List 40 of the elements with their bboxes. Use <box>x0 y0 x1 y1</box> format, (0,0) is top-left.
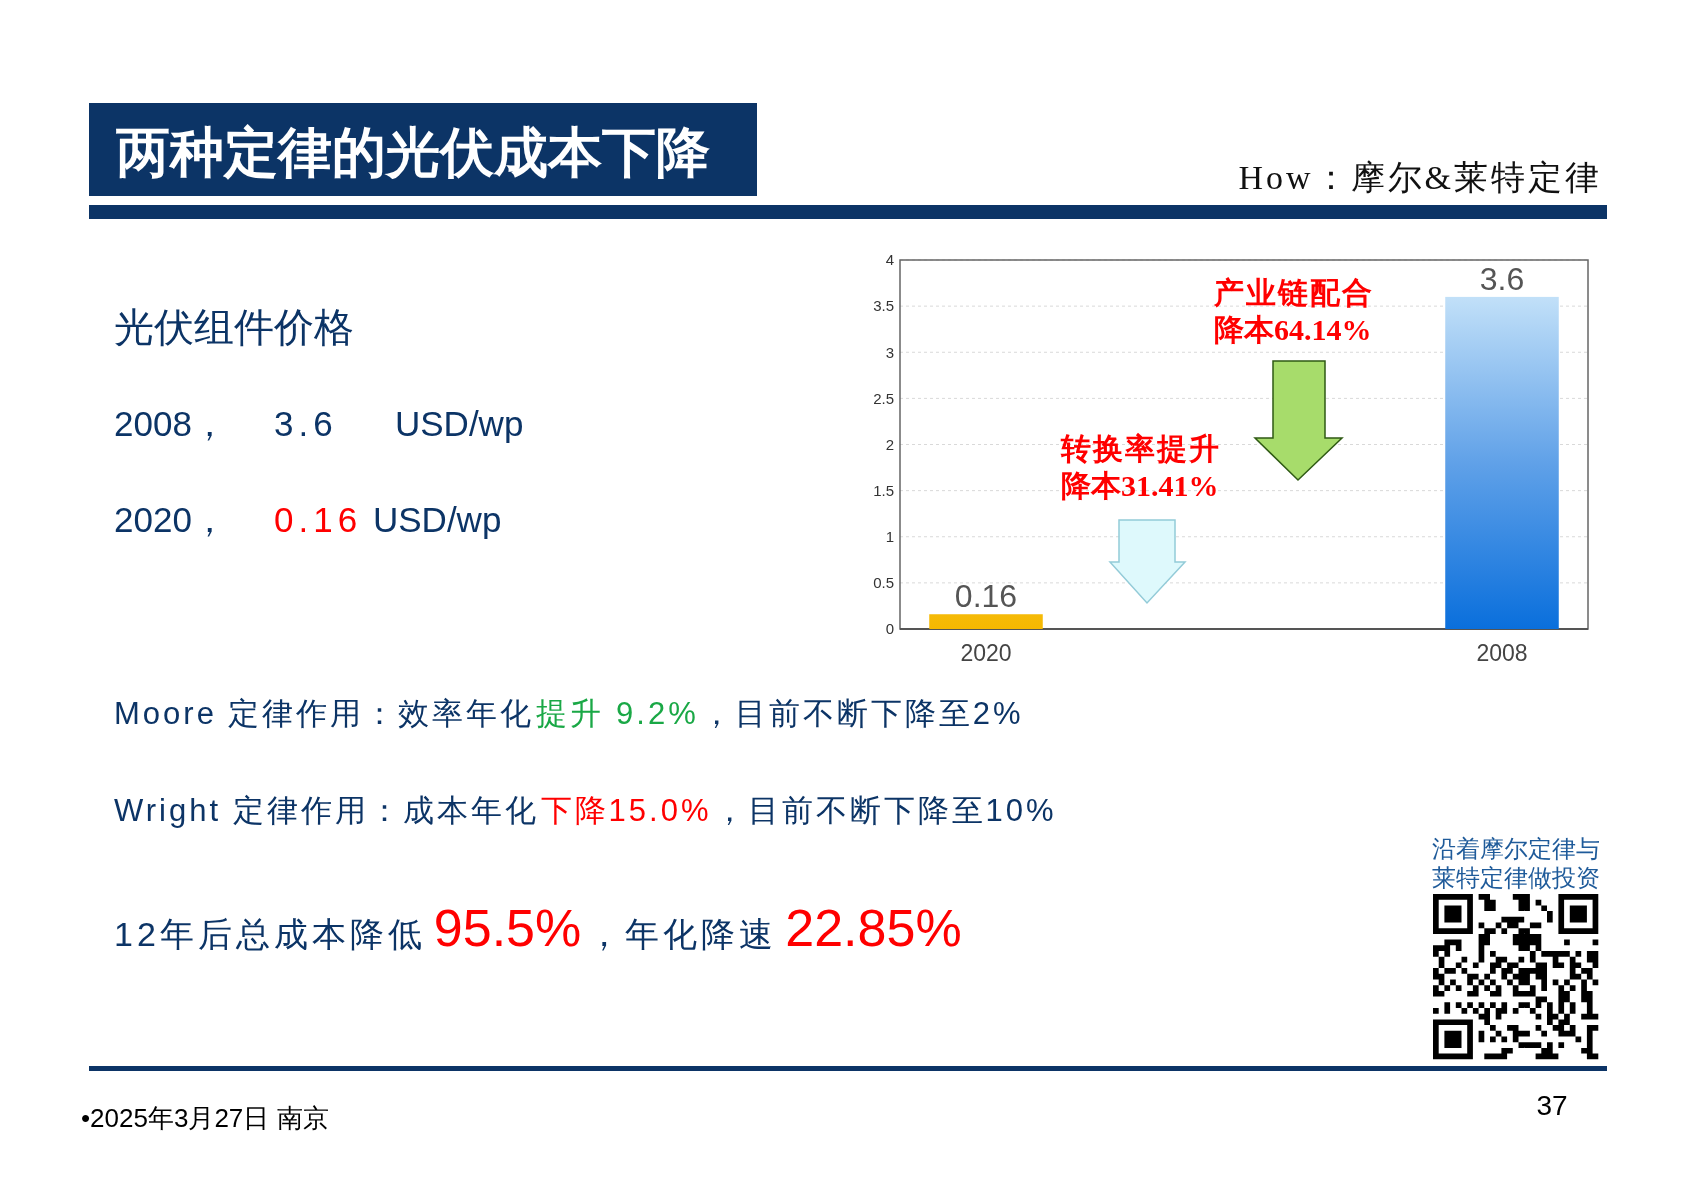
y-tick-label: 0.5 <box>873 574 894 592</box>
text: 3.6 <box>274 404 338 443</box>
text: ，年化降速 <box>587 915 778 953</box>
annotation: 降本64.14% <box>1214 313 1372 346</box>
text: 0.16 <box>274 500 363 539</box>
annotation: 转换率提升 <box>1060 432 1221 465</box>
text: 12年后总成本降低 <box>114 915 426 953</box>
text: ，目前不断下降至10% <box>713 793 1057 828</box>
y-tick-label: 2.5 <box>873 389 894 407</box>
text: 莱特定律做投资 <box>1432 864 1600 891</box>
text: 37 <box>1536 1090 1568 1121</box>
y-tick-label: 1 <box>885 528 894 545</box>
x-tick-label: 2020 <box>960 640 1012 666</box>
data-label: 0.16 <box>954 578 1018 615</box>
data-label: 3.6 <box>1479 260 1525 297</box>
text: Wright 定律作用：成本年化 <box>114 793 539 828</box>
text: 2008， <box>114 404 227 443</box>
y-tick-label: 0 <box>885 620 894 638</box>
y-tick-label: 1.5 <box>873 481 894 499</box>
text: 95.5% <box>433 899 582 957</box>
text: ，目前不断下降至2% <box>700 696 1024 731</box>
y-tick-label: 3.5 <box>873 297 894 315</box>
text: USD/wp <box>395 404 524 443</box>
x-tick-label: 2008 <box>1476 640 1528 666</box>
text: Moore 定律作用：效率年化 <box>114 696 535 731</box>
text: 光伏组件价格 <box>114 305 354 349</box>
text: 沿着摩尔定律与 <box>1432 835 1600 862</box>
text: 提升 9.2% <box>536 696 699 731</box>
text: 22.85% <box>785 899 962 957</box>
y-tick-label: 2 <box>885 435 894 453</box>
y-tick-label: 4 <box>885 251 894 269</box>
annotation: 降本31.41% <box>1061 469 1219 502</box>
text: 两种定律的光伏成本下降 <box>115 122 710 182</box>
annotation: 产业链配合 <box>1213 276 1374 309</box>
text: 2020， <box>114 500 227 539</box>
text: •2025年3月27日 南京 <box>81 1103 329 1133</box>
text: 下降15.0% <box>540 793 712 828</box>
text: USD/wp <box>373 500 502 539</box>
chart-subtitle: How：摩尔&莱特定律 <box>1238 159 1602 196</box>
y-tick-label: 3 <box>885 343 894 361</box>
